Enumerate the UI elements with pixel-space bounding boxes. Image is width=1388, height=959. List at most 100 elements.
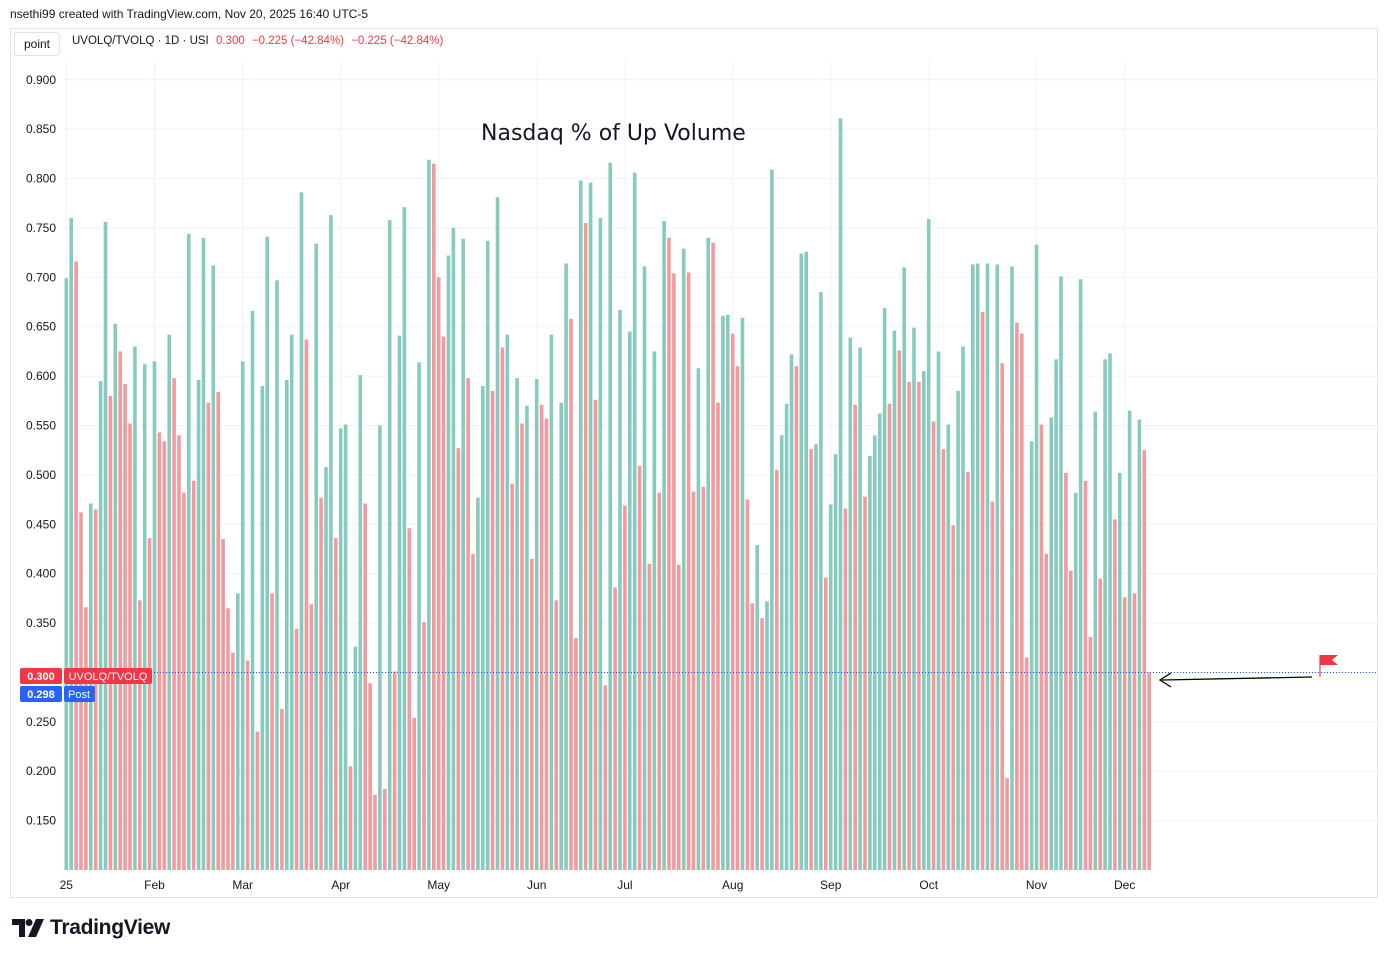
bar[interactable] [363, 503, 367, 870]
bar[interactable] [789, 354, 794, 870]
bar[interactable] [637, 465, 642, 870]
bar[interactable] [662, 221, 666, 870]
bar[interactable] [187, 233, 191, 871]
bar[interactable] [598, 218, 603, 871]
bar[interactable] [740, 317, 745, 870]
bar[interactable] [760, 618, 764, 870]
bar[interactable] [824, 577, 828, 870]
bar[interactable] [647, 563, 652, 870]
bar[interactable] [657, 492, 661, 870]
bar[interactable] [1142, 450, 1147, 870]
bar[interactable] [1015, 322, 1019, 870]
bar[interactable] [142, 364, 147, 870]
bar[interactable] [853, 404, 857, 870]
bar[interactable] [304, 339, 309, 870]
bar[interactable] [334, 538, 338, 870]
bar[interactable] [1137, 419, 1142, 870]
bar[interactable] [432, 163, 436, 871]
bar[interactable] [799, 253, 804, 871]
bar[interactable] [147, 538, 152, 870]
bar[interactable] [686, 272, 691, 870]
bar[interactable] [1064, 472, 1068, 870]
bar[interactable] [554, 600, 559, 870]
bar[interactable] [583, 222, 588, 871]
bar[interactable] [1059, 276, 1063, 871]
bar[interactable] [525, 405, 529, 870]
bar[interactable] [157, 432, 162, 870]
bar[interactable] [549, 334, 554, 870]
bar[interactable] [917, 382, 921, 870]
bar[interactable] [618, 309, 622, 870]
bar[interactable] [299, 192, 304, 871]
price-badge[interactable]: 0.300 UVOLQ/TVOLQ [20, 668, 152, 684]
bar[interactable] [882, 307, 887, 870]
bar[interactable] [490, 390, 495, 870]
post-badge[interactable]: 0.298 Post [20, 686, 95, 702]
bar[interactable] [868, 456, 872, 870]
bar[interactable] [946, 424, 951, 871]
bar[interactable] [593, 399, 598, 870]
bar[interactable] [221, 539, 225, 870]
bar[interactable] [265, 236, 269, 870]
bar[interactable] [613, 587, 617, 870]
bar[interactable] [858, 347, 862, 870]
bar[interactable] [476, 497, 480, 870]
bar[interactable] [456, 448, 461, 870]
bar[interactable] [877, 413, 882, 870]
bar[interactable] [231, 652, 235, 870]
bar[interactable] [574, 637, 578, 870]
bar[interactable] [1029, 441, 1034, 870]
bar[interactable] [564, 263, 568, 870]
bar[interactable] [162, 441, 167, 870]
bar[interactable] [775, 469, 779, 870]
bar[interactable] [755, 545, 759, 870]
bar[interactable] [289, 334, 294, 870]
bar[interactable] [319, 497, 323, 870]
bar[interactable] [510, 483, 514, 870]
interval-button[interactable]: point [14, 32, 60, 56]
bar[interactable] [466, 378, 470, 870]
bar[interactable] [441, 336, 446, 871]
bar[interactable] [730, 333, 735, 870]
bar[interactable] [1083, 480, 1088, 870]
chart-title[interactable]: Nasdaq % of Up Volume [481, 121, 746, 146]
bar[interactable] [721, 315, 725, 871]
bar[interactable] [966, 471, 970, 870]
bar[interactable] [240, 361, 245, 870]
bar[interactable] [848, 337, 853, 870]
bar[interactable] [358, 375, 363, 870]
bar[interactable] [353, 646, 358, 870]
bar[interactable] [569, 318, 573, 870]
bar[interactable] [936, 351, 941, 870]
bar[interactable] [93, 509, 98, 870]
bar[interactable] [588, 182, 593, 871]
bar[interactable] [520, 423, 524, 870]
bar[interactable] [1078, 279, 1083, 870]
bar[interactable] [368, 683, 372, 870]
bar[interactable] [539, 404, 544, 870]
bar[interactable] [226, 608, 230, 870]
bar[interactable] [383, 789, 387, 870]
bar[interactable] [956, 390, 960, 870]
bar[interactable] [412, 717, 416, 870]
bar[interactable] [902, 267, 906, 870]
bar[interactable] [74, 261, 78, 870]
bar[interactable] [324, 466, 328, 870]
legend-symbol[interactable]: UVOLQ/TVOLQ · 1D · USI [72, 35, 209, 47]
bar[interactable] [505, 334, 510, 870]
bar[interactable] [980, 311, 985, 870]
bar[interactable] [892, 330, 897, 870]
bar[interactable] [794, 366, 799, 870]
bar[interactable] [579, 180, 583, 870]
bar[interactable] [828, 504, 833, 870]
bar[interactable] [530, 558, 534, 870]
bar[interactable] [559, 402, 563, 870]
bar[interactable] [201, 237, 206, 870]
bar[interactable] [809, 449, 813, 870]
bar[interactable] [750, 603, 755, 870]
bar[interactable] [481, 385, 485, 870]
bar[interactable] [603, 685, 608, 870]
bar[interactable] [152, 361, 157, 870]
bar[interactable] [735, 366, 740, 870]
